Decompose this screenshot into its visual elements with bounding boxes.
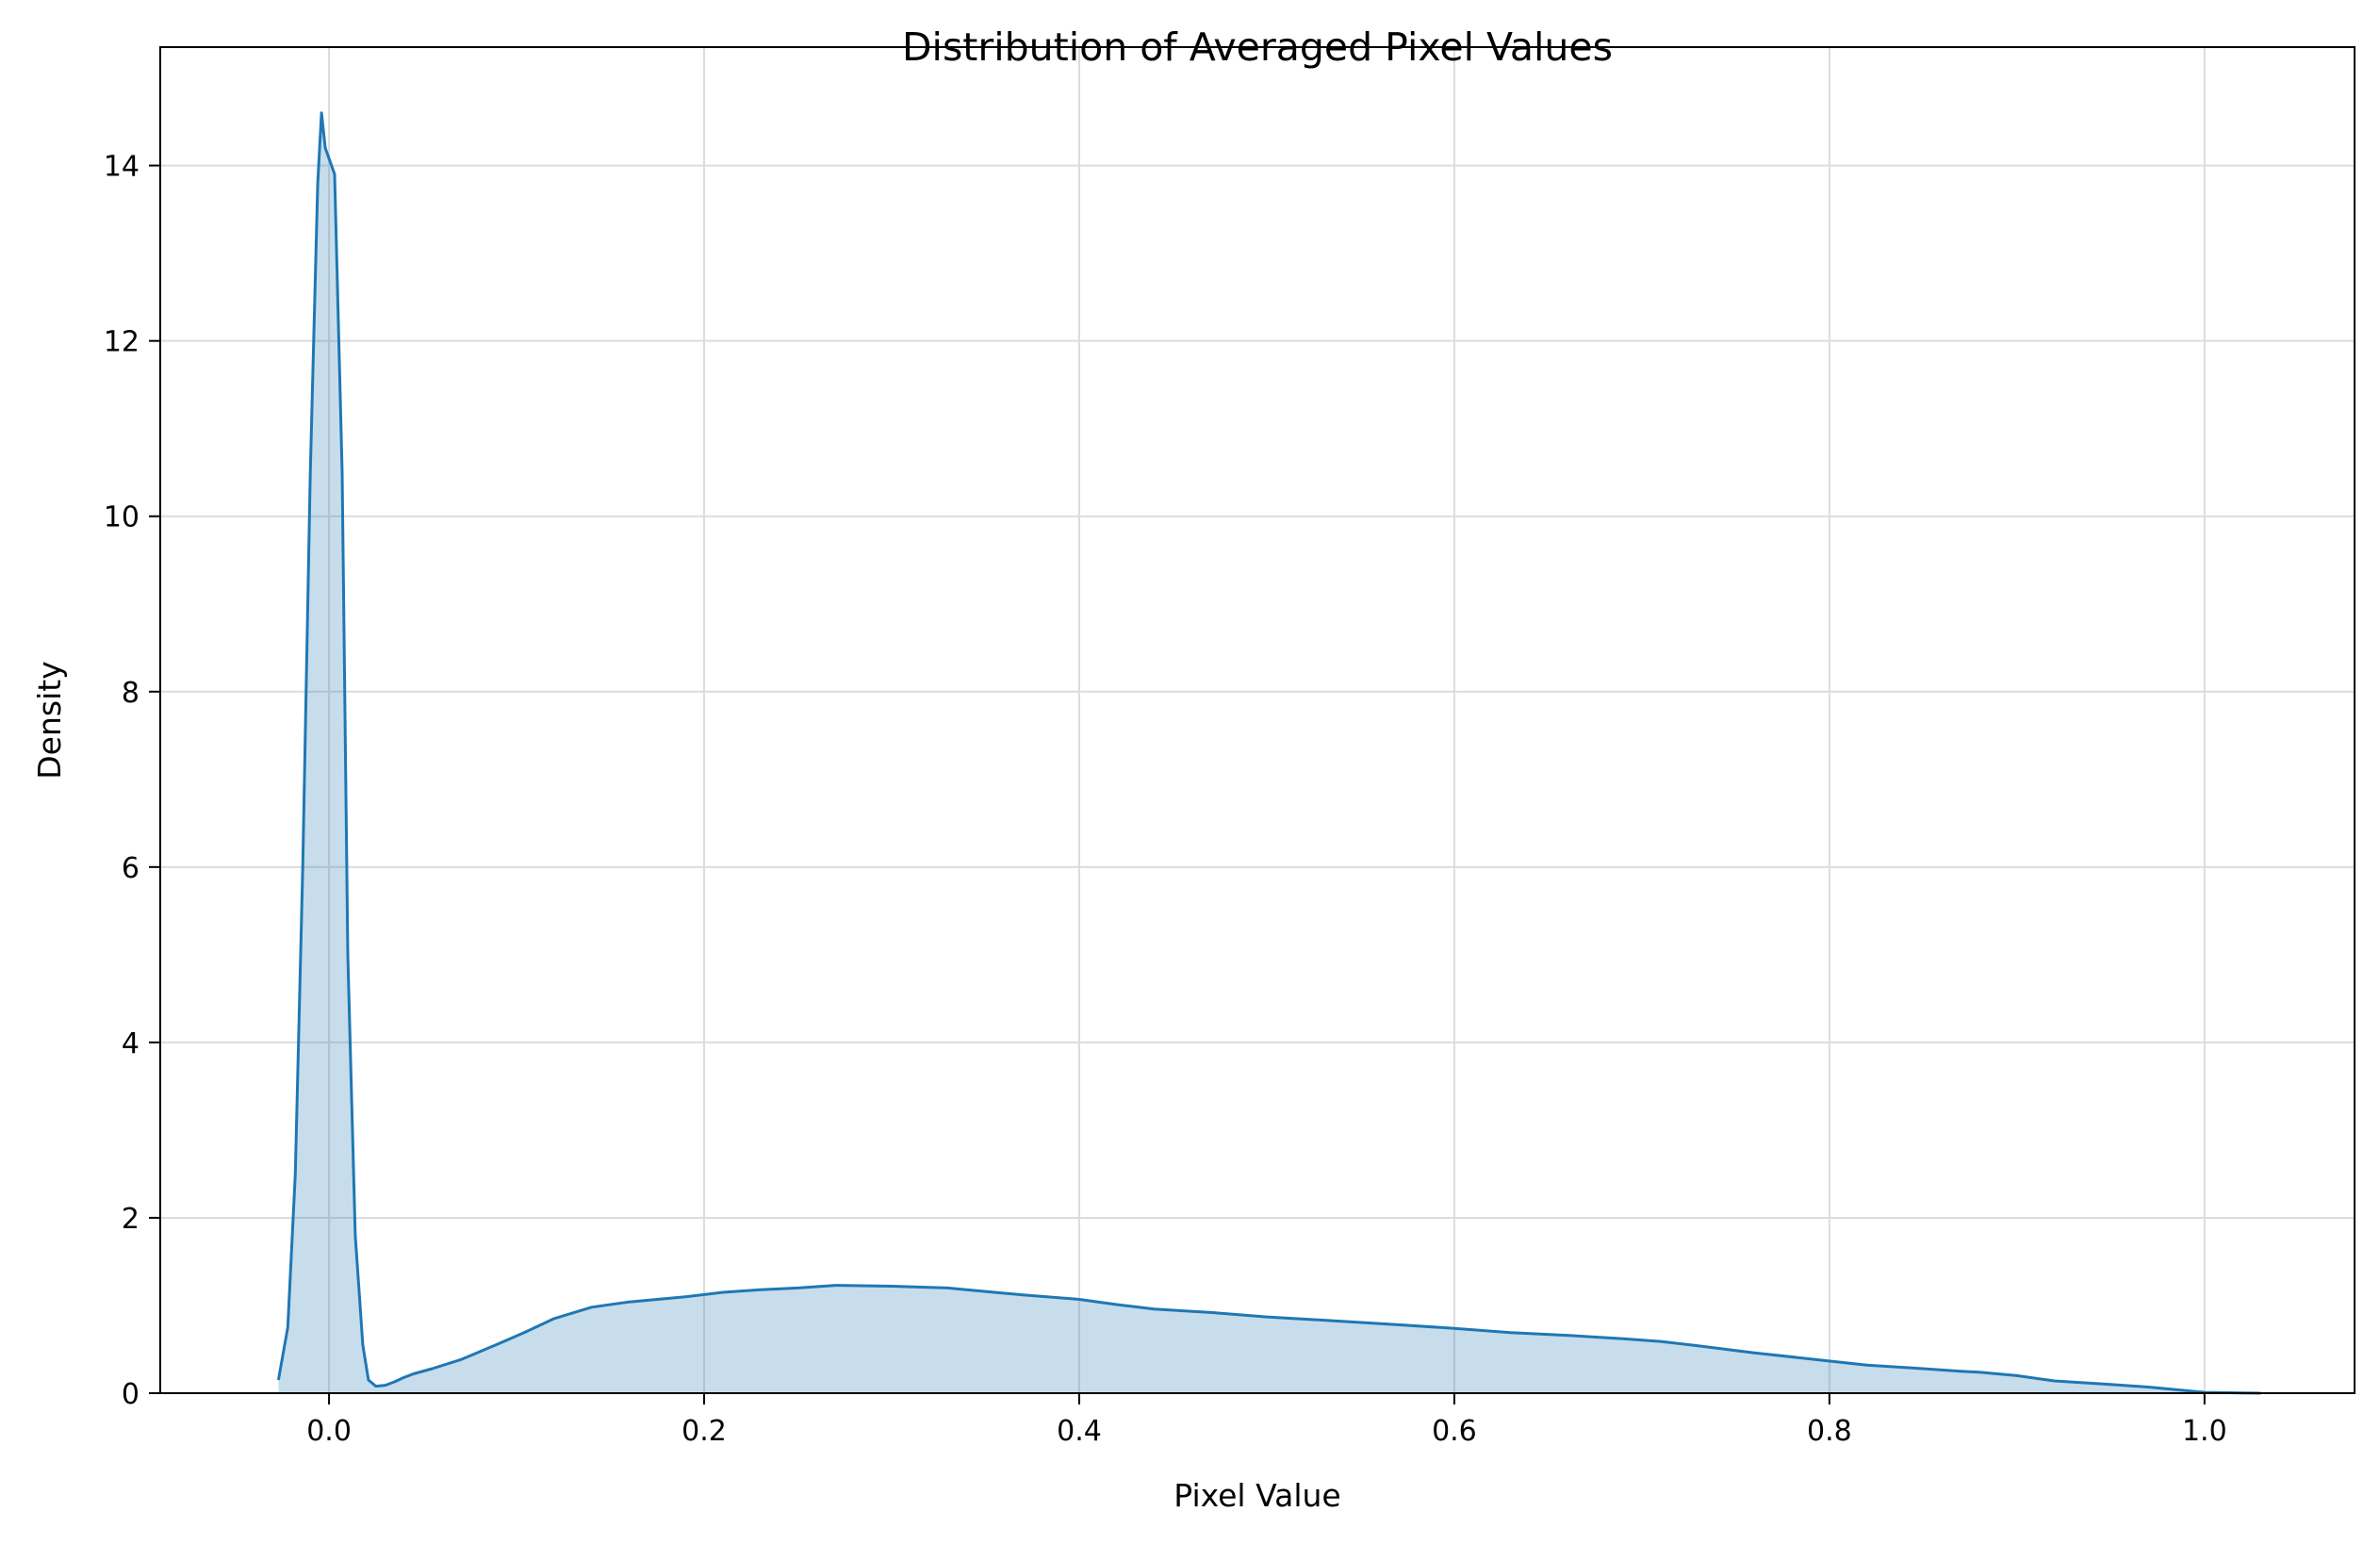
- x-tick-label: 0.6: [1432, 1415, 1477, 1448]
- y-tick-label: 6: [122, 852, 140, 885]
- density-line: [276, 111, 2261, 1395]
- x-tick-label: 0.4: [1057, 1415, 1102, 1448]
- grid-lines: [160, 47, 2355, 1393]
- density-area: [276, 111, 2261, 1395]
- x-axis-label: Pixel Value: [1174, 1477, 1340, 1514]
- y-tick-label: 8: [122, 677, 140, 710]
- y-tick-label: 14: [104, 151, 140, 184]
- plot-frame: [159, 46, 2355, 1394]
- x-tick-label: 0.0: [306, 1415, 352, 1448]
- y-tick-label: 4: [122, 1027, 140, 1060]
- y-tick-label: 12: [104, 326, 140, 359]
- x-tick-label: 1.0: [2182, 1415, 2227, 1448]
- y-tick-label: 10: [104, 501, 140, 534]
- x-tick-label: 0.8: [1807, 1415, 1852, 1448]
- y-tick-label: 2: [122, 1203, 140, 1236]
- x-axis-ticks: 0.0 0.2 0.4 0.6 0.8 1.0: [306, 1393, 2227, 1448]
- y-axis-label: Density: [31, 661, 68, 779]
- y-tick-label: 0: [122, 1378, 140, 1411]
- y-axis-ticks: 0 2 4 6 8 10 12 14: [104, 151, 160, 1411]
- chart-title: Distribution of Averaged Pixel Values: [902, 25, 1613, 70]
- x-tick-label: 0.2: [681, 1415, 727, 1448]
